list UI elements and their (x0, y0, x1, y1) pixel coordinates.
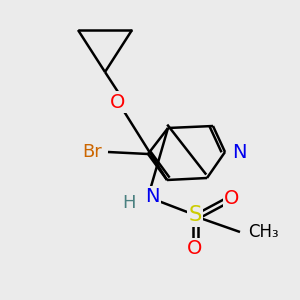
Text: Br: Br (82, 143, 102, 161)
Text: H: H (122, 194, 136, 212)
Text: S: S (188, 205, 202, 225)
Text: O: O (110, 92, 126, 112)
Text: N: N (232, 142, 247, 161)
Text: O: O (187, 239, 203, 259)
Text: CH₃: CH₃ (248, 223, 279, 241)
Text: O: O (224, 188, 240, 208)
Text: N: N (145, 188, 159, 206)
